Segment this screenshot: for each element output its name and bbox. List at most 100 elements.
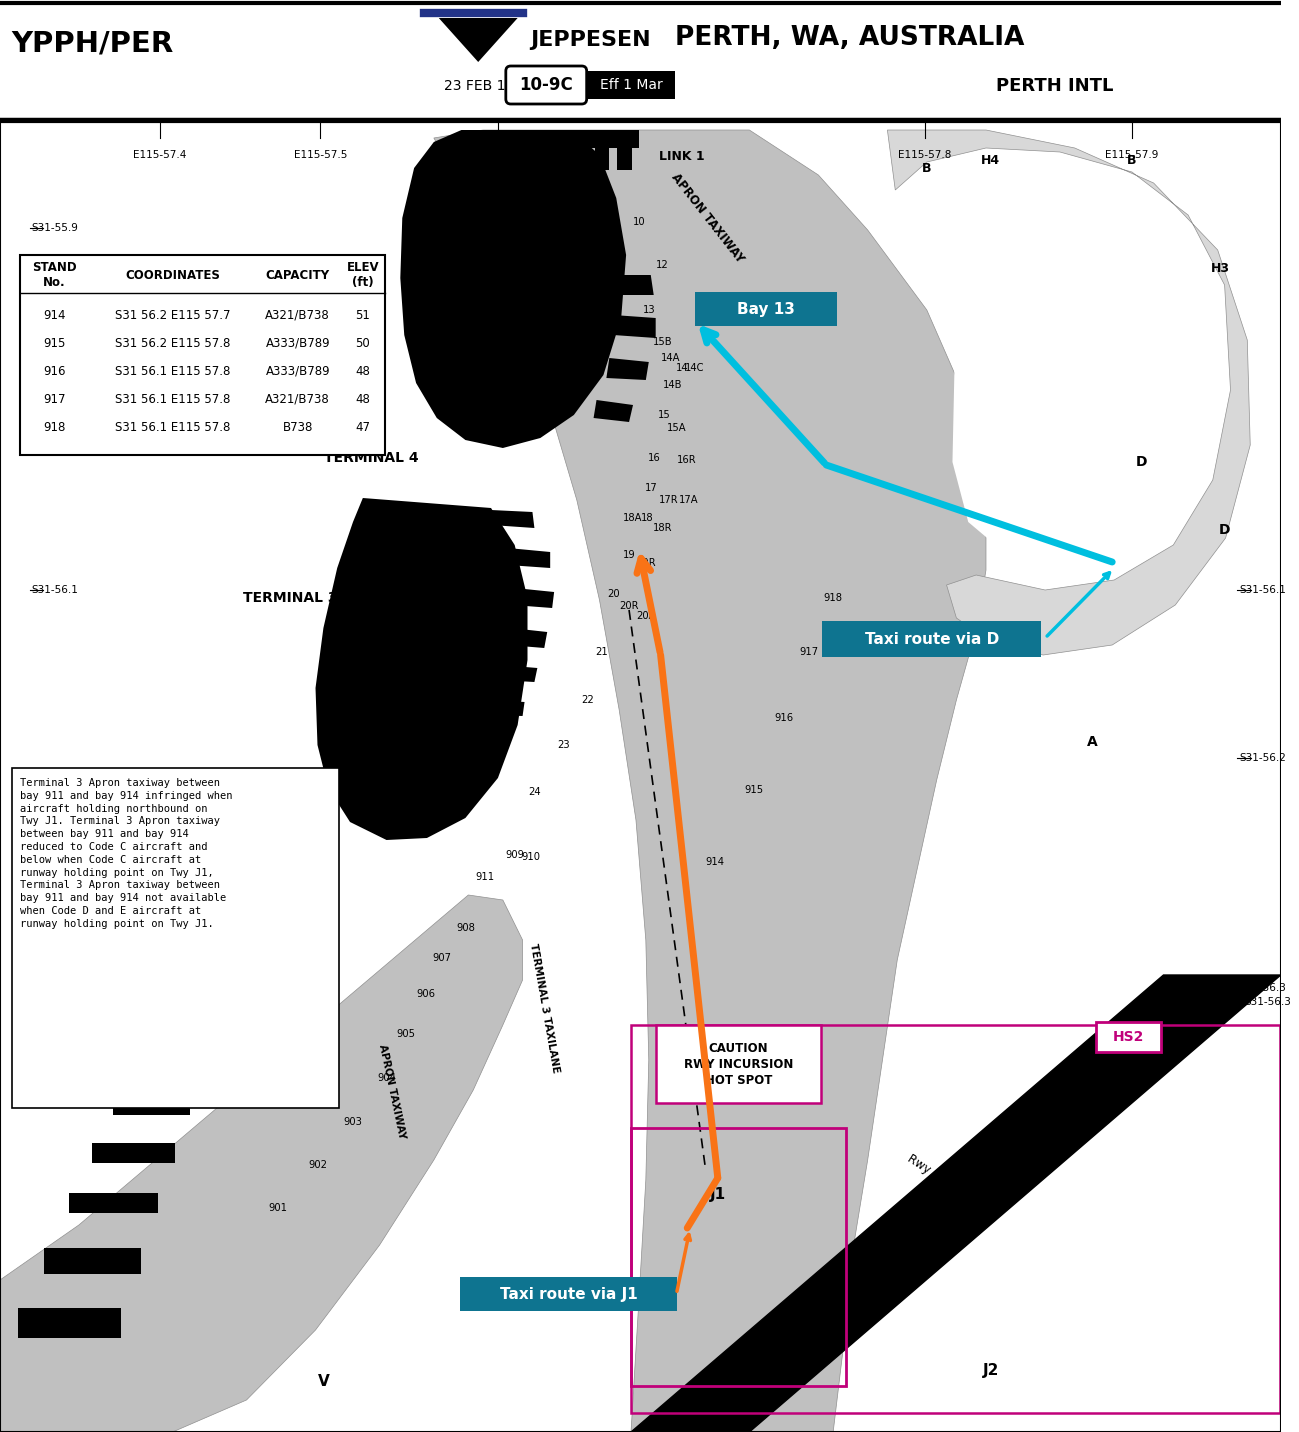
Text: ELEV
(ft): ELEV (ft) [347, 261, 379, 289]
Bar [656, 1025, 821, 1103]
FancyBboxPatch shape [822, 621, 1042, 657]
Text: Terminal 3 Apron taxiway between
bay 911 and bay 914 infringed when
aircraft hol: Terminal 3 Apron taxiway between bay 911… [19, 778, 233, 929]
Polygon shape [594, 400, 633, 422]
Polygon shape [631, 975, 1281, 1432]
Text: 901: 901 [269, 1203, 287, 1213]
Text: CAUTION
RWY INCURSION
HOT SPOT: CAUTION RWY INCURSION HOT SPOT [683, 1041, 794, 1087]
Polygon shape [607, 358, 648, 379]
Text: 914: 914 [705, 856, 725, 866]
Text: COORDINATES: COORDINATES [125, 269, 220, 282]
Text: Bay 13: Bay 13 [737, 302, 795, 316]
Bar [549, 147, 564, 170]
Polygon shape [0, 895, 522, 1432]
Text: 20R: 20R [620, 601, 639, 611]
Text: B738: B738 [283, 421, 313, 434]
Text: 21: 21 [595, 647, 608, 657]
Text: 14: 14 [675, 362, 688, 372]
Polygon shape [499, 664, 538, 682]
Text: 20: 20 [607, 589, 620, 599]
Text: 9: 9 [611, 218, 617, 228]
FancyArrowPatch shape [637, 558, 660, 653]
Text: E115-57.4: E115-57.4 [132, 150, 187, 160]
Polygon shape [479, 732, 511, 748]
Text: D: D [1137, 455, 1147, 470]
Bar [168, 951, 227, 971]
Text: 7: 7 [547, 180, 553, 190]
Text: B: B [1128, 153, 1137, 166]
Text: 904: 904 [377, 1073, 396, 1083]
Bar [12, 768, 339, 1108]
Text: 908: 908 [456, 924, 475, 934]
Text: TERMINAL 3 TAXILANE: TERMINAL 3 TAXILANE [527, 942, 561, 1074]
Text: S31 56.1 E115 57.8: S31 56.1 E115 57.8 [114, 392, 230, 405]
Text: 16: 16 [648, 453, 661, 463]
Text: 15: 15 [659, 410, 670, 420]
Text: 907: 907 [433, 954, 451, 962]
Polygon shape [508, 629, 547, 649]
Text: 903: 903 [343, 1117, 362, 1127]
Text: E115-57.8: E115-57.8 [898, 150, 952, 160]
Text: 13: 13 [643, 305, 655, 315]
Text: 911: 911 [475, 872, 495, 882]
Text: JEPPESEN: JEPPESEN [530, 30, 651, 50]
Text: 10-9C: 10-9C [520, 76, 573, 95]
Polygon shape [513, 589, 555, 609]
FancyBboxPatch shape [505, 66, 587, 105]
FancyArrowPatch shape [703, 329, 825, 463]
Text: 17A: 17A [678, 495, 698, 505]
Bar [92, 1143, 174, 1163]
FancyBboxPatch shape [460, 1277, 677, 1312]
Text: 905: 905 [396, 1030, 416, 1040]
Text: 12: 12 [656, 261, 669, 271]
Text: S31 56.2 E115 57.8: S31 56.2 E115 57.8 [114, 337, 230, 349]
Text: 918: 918 [43, 421, 65, 434]
Text: 19: 19 [622, 550, 635, 560]
Text: Taxi route via D: Taxi route via D [865, 632, 999, 646]
Bar [113, 1095, 190, 1116]
Text: 14B: 14B [662, 379, 682, 390]
Text: E115-57.9: E115-57.9 [1105, 150, 1159, 160]
Bar [481, 147, 496, 170]
Text: Taxi route via J1: Taxi route via J1 [500, 1286, 638, 1302]
Text: J2: J2 [983, 1362, 999, 1378]
Text: 906: 906 [417, 990, 435, 1000]
Text: 47: 47 [356, 421, 370, 434]
Text: 23: 23 [557, 740, 570, 750]
Text: PERTH INTL: PERTH INTL [996, 77, 1113, 95]
Text: TERMINAL 4: TERMINAL 4 [325, 451, 420, 465]
Text: 14C: 14C [686, 362, 705, 372]
Text: V: V [317, 1375, 329, 1389]
Bar [631, 1128, 846, 1386]
Text: 8: 8 [583, 200, 590, 211]
Text: 917: 917 [43, 392, 65, 405]
Text: B: B [922, 162, 931, 175]
Text: 18R: 18R [653, 523, 673, 533]
Text: 16R: 16R [677, 455, 696, 465]
Text: D: D [1218, 523, 1230, 537]
Text: TERMINAL 3: TERMINAL 3 [243, 591, 338, 604]
Text: Eff 1 Mar: Eff 1 Mar [600, 77, 662, 92]
Polygon shape [400, 130, 626, 448]
Bar [1096, 1022, 1160, 1053]
Text: 916: 916 [774, 713, 794, 723]
Text: S31-56.2: S31-56.2 [1239, 753, 1286, 763]
FancyBboxPatch shape [695, 292, 837, 326]
Text: S31 56.1 E115 57.8: S31 56.1 E115 57.8 [114, 365, 230, 378]
Bar [572, 147, 587, 170]
Text: A333/B789: A333/B789 [265, 365, 330, 378]
Text: A333/B789: A333/B789 [265, 337, 330, 349]
Text: S31-56.1: S31-56.1 [1239, 586, 1286, 596]
Text: APRON TAXIWAY: APRON TAXIWAY [378, 1044, 408, 1140]
Bar [526, 147, 542, 170]
Bar [587, 72, 675, 99]
Text: 909: 909 [505, 851, 525, 861]
Text: 916: 916 [43, 365, 65, 378]
Bar [19, 255, 385, 455]
Text: YPPH/PER: YPPH/PER [12, 29, 174, 57]
Bar [504, 147, 518, 170]
Text: PERTH, WA, AUSTRALIA: PERTH, WA, AUSTRALIA [675, 24, 1025, 52]
Text: H3: H3 [1211, 262, 1230, 275]
Bar [595, 147, 609, 170]
Text: S31 56.1 E115 57.8: S31 56.1 E115 57.8 [114, 421, 230, 434]
Bar [617, 147, 633, 170]
